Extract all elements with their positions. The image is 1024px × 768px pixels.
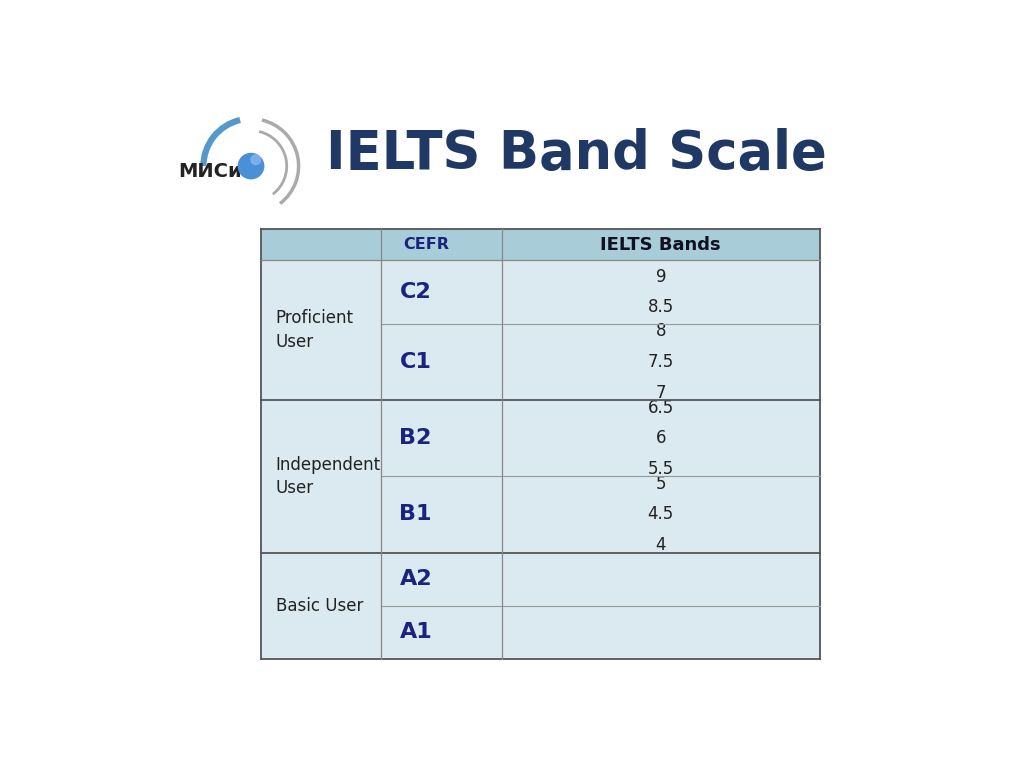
Text: Basic User: Basic User bbox=[275, 597, 364, 614]
Bar bbox=[261, 230, 820, 659]
Ellipse shape bbox=[239, 154, 264, 179]
Text: 8
7.5
7: 8 7.5 7 bbox=[647, 323, 674, 402]
Text: МИСиС: МИСиС bbox=[178, 163, 256, 181]
Text: B2: B2 bbox=[399, 429, 432, 449]
Text: A2: A2 bbox=[399, 569, 432, 589]
Text: 9
8.5: 9 8.5 bbox=[647, 268, 674, 316]
Text: C1: C1 bbox=[399, 352, 431, 372]
Text: 6.5
6
5.5: 6.5 6 5.5 bbox=[647, 399, 674, 478]
Text: IELTS Band Scale: IELTS Band Scale bbox=[326, 128, 826, 180]
Text: Independent
User: Independent User bbox=[275, 455, 381, 497]
Text: IELTS Bands: IELTS Bands bbox=[600, 236, 721, 254]
Bar bbox=[261, 230, 820, 260]
Text: CEFR: CEFR bbox=[403, 237, 450, 253]
Text: 5
4.5
4: 5 4.5 4 bbox=[647, 475, 674, 554]
Ellipse shape bbox=[251, 155, 260, 164]
Text: A1: A1 bbox=[399, 622, 432, 642]
Text: C2: C2 bbox=[399, 282, 431, 302]
Text: B1: B1 bbox=[399, 505, 432, 525]
Text: Proficient
User: Proficient User bbox=[275, 310, 353, 351]
